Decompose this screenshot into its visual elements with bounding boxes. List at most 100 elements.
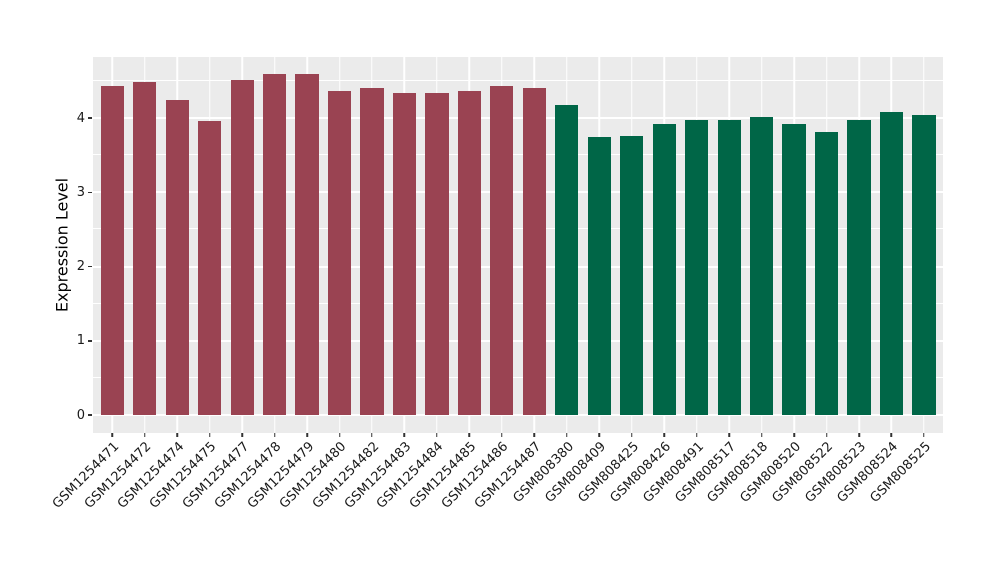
bar-slot: GSM808523 xyxy=(802,57,875,506)
bar xyxy=(133,82,157,415)
bar-slot: GSM808380 xyxy=(510,57,583,506)
bar xyxy=(262,74,287,415)
bar xyxy=(685,119,709,415)
bar xyxy=(587,136,611,415)
bar-slot: GSM1254471 xyxy=(50,57,128,512)
x-tick xyxy=(728,433,730,437)
y-tick xyxy=(88,191,92,193)
x-tick xyxy=(533,433,536,437)
bar-slot: GSM1254482 xyxy=(309,57,388,512)
bar xyxy=(814,132,839,415)
x-tick xyxy=(598,433,601,437)
x-tick xyxy=(793,433,795,437)
x-tick xyxy=(890,433,893,437)
x-tick xyxy=(566,433,568,437)
bar-slot: GSM1254479 xyxy=(245,57,323,512)
y-tick xyxy=(88,414,92,416)
bar xyxy=(782,123,806,415)
bar xyxy=(360,87,384,415)
bar-slot: GSM808425 xyxy=(575,57,648,506)
bar xyxy=(392,92,417,415)
x-tick xyxy=(338,433,341,437)
h-gridline-minor xyxy=(93,302,943,304)
bar-slot: GSM808525 xyxy=(867,57,940,506)
bar-slot: GSM808491 xyxy=(640,57,712,506)
x-tick xyxy=(501,433,503,437)
bar xyxy=(912,115,936,415)
x-tick xyxy=(695,433,698,437)
y-tick-label: 0 xyxy=(76,407,85,423)
x-tick xyxy=(371,433,373,437)
bar-slot: GSM808426 xyxy=(608,57,680,506)
bar-slot: GSM1254474 xyxy=(115,57,193,512)
x-tick xyxy=(630,433,633,437)
h-gridline-minor xyxy=(93,79,943,81)
bar-slot: GSM1254475 xyxy=(147,57,225,512)
bar xyxy=(717,120,741,415)
bar xyxy=(620,135,644,415)
bar xyxy=(847,119,871,415)
h-gridline-minor xyxy=(93,376,943,378)
y-tick xyxy=(88,117,92,119)
y-tick-label: 2 xyxy=(76,259,85,274)
x-tick xyxy=(176,433,178,437)
bar-slot: GSM808522 xyxy=(770,57,842,506)
x-tick xyxy=(923,433,925,437)
x-tick xyxy=(858,433,860,437)
bar xyxy=(100,86,124,415)
x-tick xyxy=(468,433,471,437)
bar xyxy=(295,74,319,415)
bar-slot: GSM1254485 xyxy=(407,57,485,512)
h-gridline-major xyxy=(93,414,943,416)
h-gridline-minor xyxy=(93,228,943,230)
h-gridline-major xyxy=(93,339,943,342)
h-gridline-major xyxy=(93,117,943,119)
bar-slot: GSM808517 xyxy=(672,57,745,506)
x-tick xyxy=(241,433,243,437)
y-tick xyxy=(88,265,92,268)
x-tick xyxy=(663,433,665,437)
h-gridline-major xyxy=(93,265,943,268)
bar xyxy=(879,112,904,415)
bar xyxy=(522,88,546,415)
bar xyxy=(230,80,254,415)
h-gridline-major xyxy=(93,191,943,194)
x-tick xyxy=(143,433,146,437)
h-gridline-minor xyxy=(93,154,943,156)
bar xyxy=(490,86,514,415)
bars-area: GSM1254471 GSM1254472 GSM1254474 GSM1254475… xyxy=(50,57,943,512)
x-tick xyxy=(208,433,211,437)
bar-slot: GSM808524 xyxy=(835,57,907,506)
bar-slot: GSM1254486 xyxy=(439,57,518,512)
bar xyxy=(165,100,189,415)
bar-slot: GSM808409 xyxy=(543,57,615,506)
bar xyxy=(457,90,481,415)
bar-slot: GSM1254484 xyxy=(374,57,453,512)
x-tick xyxy=(111,433,113,437)
bar-slot: GSM1254478 xyxy=(212,57,290,512)
y-tick-label: 1 xyxy=(76,333,85,349)
plot-panel: GSM1254471 GSM1254472 GSM1254474 GSM1254475… xyxy=(50,57,943,512)
x-tick xyxy=(760,433,763,437)
bar-slot: GSM1254487 xyxy=(472,57,550,512)
bar-slot: GSM808520 xyxy=(737,57,810,506)
bar xyxy=(327,90,352,415)
y-tick-label: 4 xyxy=(76,110,85,126)
bar xyxy=(425,92,449,415)
x-tick xyxy=(306,433,308,437)
y-tick xyxy=(88,340,92,342)
bar-slot: GSM1254480 xyxy=(277,57,355,512)
bar-slot: GSM808518 xyxy=(705,57,777,506)
bar-slot: GSM1254477 xyxy=(180,57,258,512)
bar xyxy=(555,105,579,415)
x-tick xyxy=(273,433,276,437)
x-tick xyxy=(436,433,438,437)
bar-slot: GSM1254483 xyxy=(342,57,420,512)
bar xyxy=(652,123,676,415)
y-tick-label: 3 xyxy=(76,184,85,200)
bar-slot: GSM1254472 xyxy=(82,57,160,512)
x-tick xyxy=(825,433,828,437)
bar xyxy=(198,120,222,415)
x-tick xyxy=(403,433,406,437)
